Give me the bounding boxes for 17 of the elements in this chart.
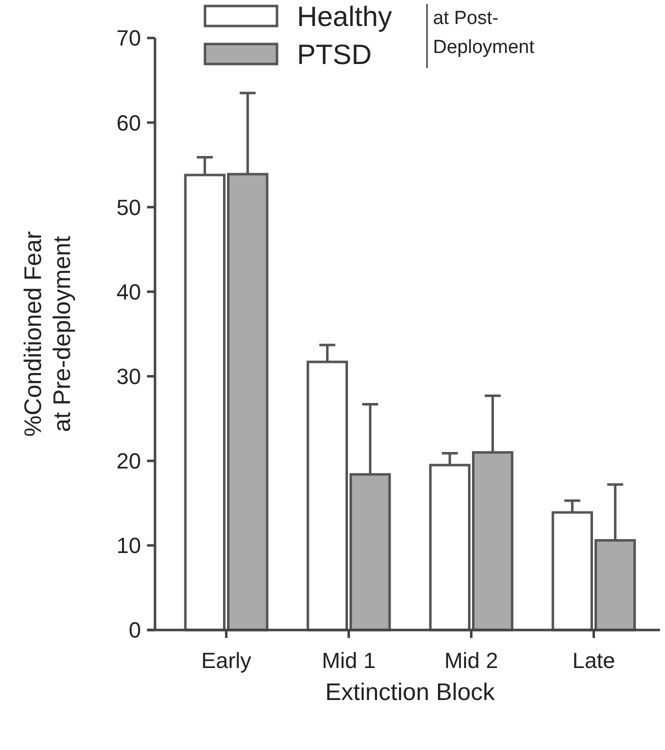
- y-tick-label: 70: [116, 26, 141, 51]
- x-tick-label: Early: [201, 648, 252, 673]
- x-tick-label: Mid 2: [444, 648, 498, 673]
- y-tick-label: 40: [116, 279, 141, 304]
- legend-label: Healthy: [297, 0, 392, 32]
- x-axis-title: Extinction Block: [325, 679, 496, 706]
- legend-label: PTSD: [297, 38, 372, 70]
- y-tick-label: 60: [116, 110, 141, 136]
- y-tick-label: 50: [116, 194, 141, 220]
- y-tick-label: 10: [116, 533, 141, 558]
- y-tick-label: 0: [128, 618, 141, 643]
- x-tick-label: Late: [572, 648, 616, 673]
- y-tick-label: 20: [116, 448, 141, 474]
- y-axis-title: %Conditioned Fear at Pre-deployment: [20, 231, 76, 437]
- legend-title: at Post- Deployment: [433, 8, 536, 58]
- y-tick-label: 30: [116, 364, 141, 389]
- x-tick-label: Mid 1: [322, 648, 376, 673]
